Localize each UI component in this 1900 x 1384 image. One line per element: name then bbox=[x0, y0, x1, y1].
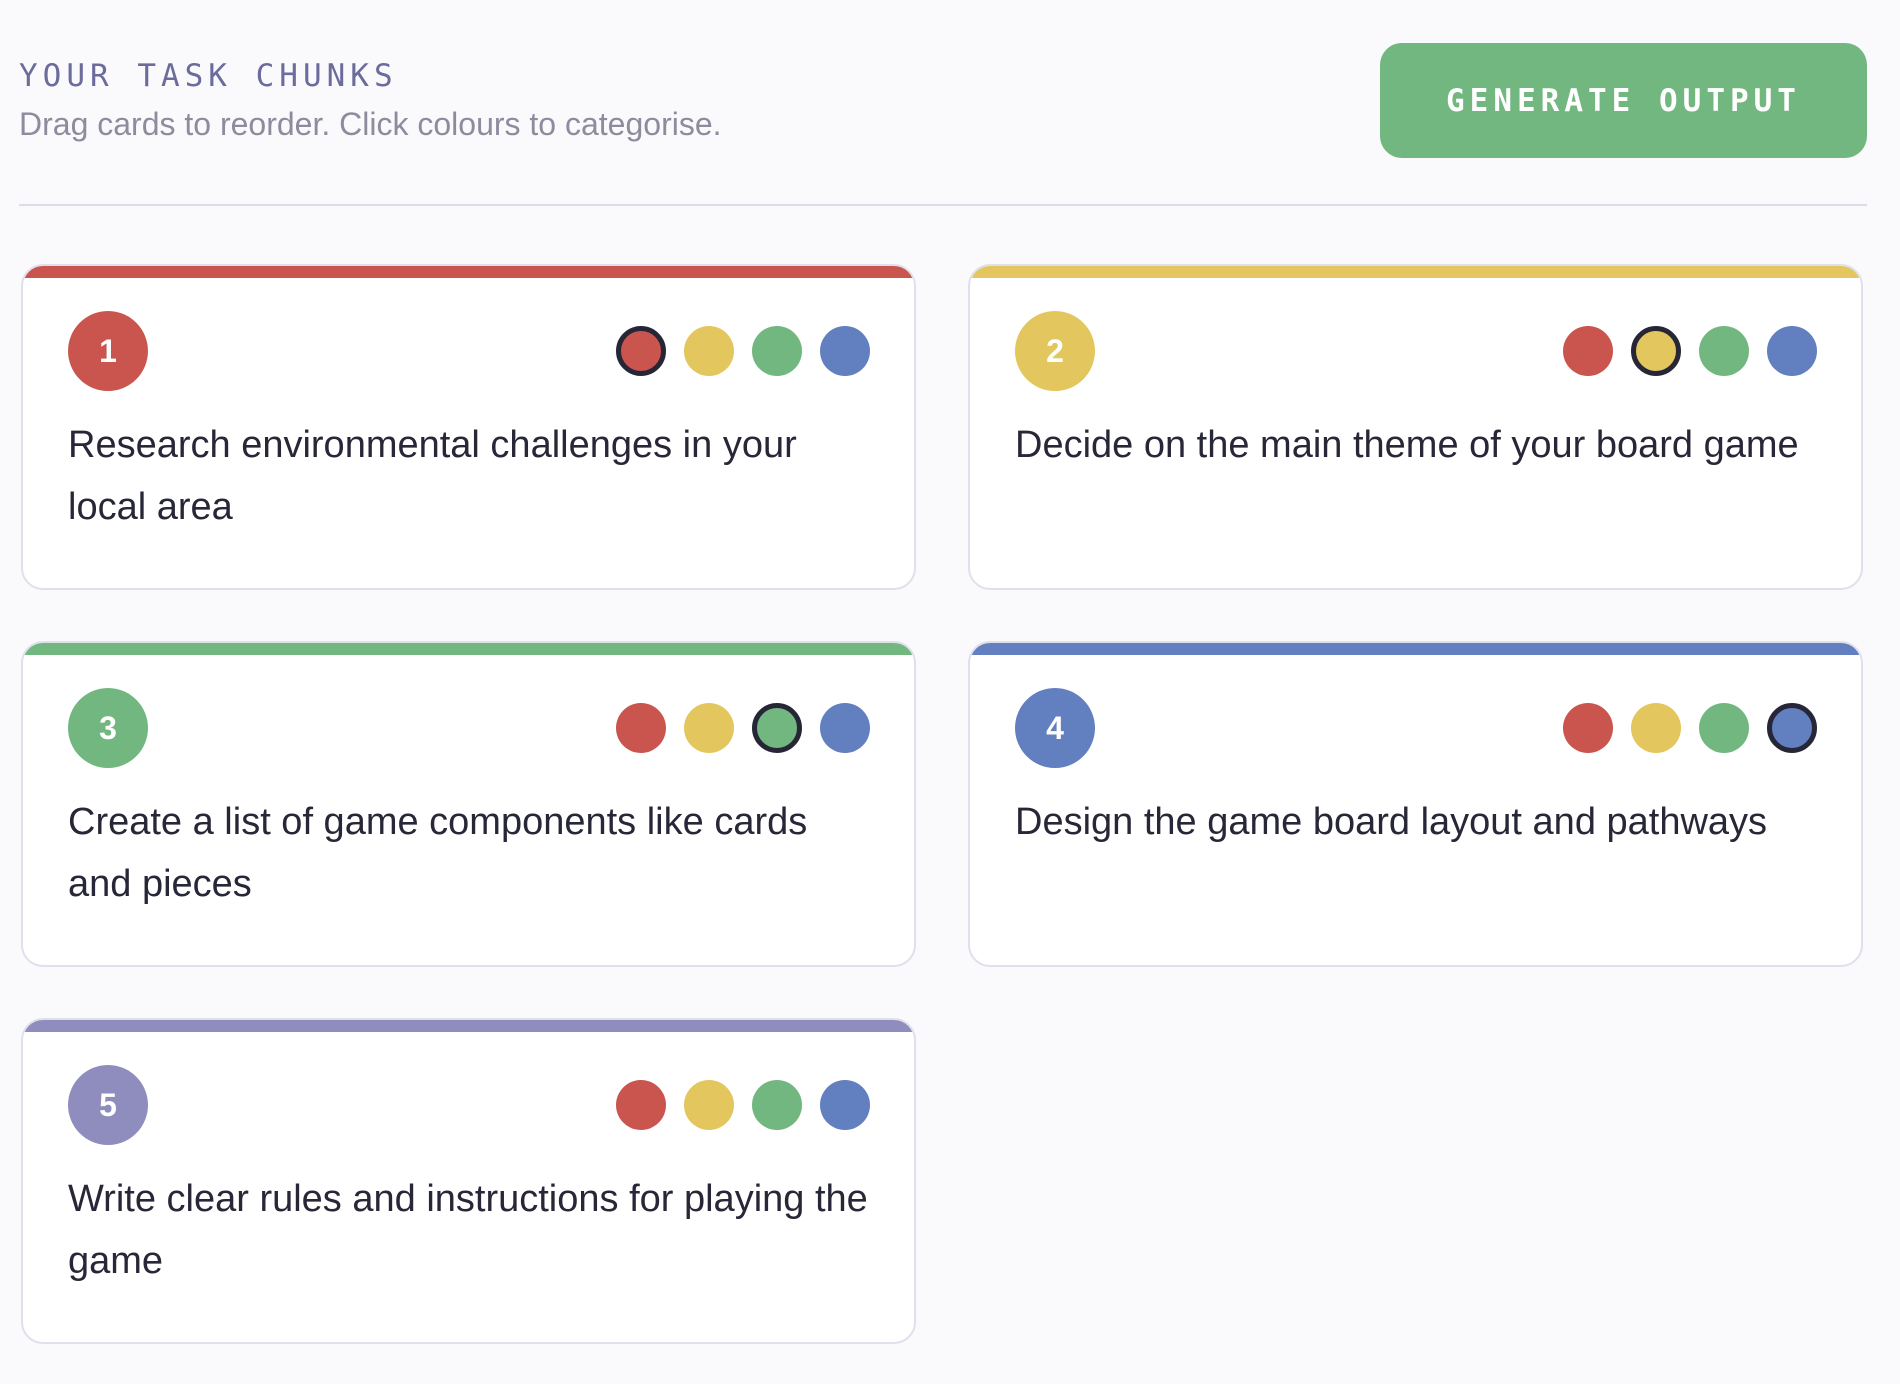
card-number-badge: 1 bbox=[68, 311, 148, 391]
colour-option-blue[interactable] bbox=[820, 1080, 870, 1130]
task-card[interactable]: 1 Research environmental challenges in y… bbox=[21, 264, 916, 590]
card-number-badge: 5 bbox=[68, 1065, 148, 1145]
category-bar bbox=[970, 266, 1861, 278]
colour-picker bbox=[616, 703, 870, 753]
page-subtitle: Drag cards to reorder. Click colours to … bbox=[19, 106, 722, 142]
category-bar bbox=[23, 1020, 914, 1032]
colour-option-blue[interactable] bbox=[820, 703, 870, 753]
category-bar bbox=[23, 643, 914, 655]
colour-option-red[interactable] bbox=[1563, 326, 1613, 376]
colour-option-blue[interactable] bbox=[820, 326, 870, 376]
colour-option-red[interactable] bbox=[616, 1080, 666, 1130]
colour-picker bbox=[1563, 703, 1817, 753]
category-bar bbox=[970, 643, 1861, 655]
divider bbox=[19, 204, 1867, 206]
category-bar bbox=[23, 266, 914, 278]
task-card[interactable]: 2 Decide on the main theme of your board… bbox=[968, 264, 1863, 590]
colour-option-red[interactable] bbox=[1563, 703, 1613, 753]
colour-option-green[interactable] bbox=[752, 326, 802, 376]
colour-option-red[interactable] bbox=[616, 703, 666, 753]
task-card[interactable]: 3 Create a list of game components like … bbox=[21, 641, 916, 967]
card-text: Design the game board layout and pathway… bbox=[1015, 801, 1768, 843]
colour-option-green[interactable] bbox=[752, 703, 802, 753]
colour-picker bbox=[1563, 326, 1817, 376]
colour-option-green[interactable] bbox=[752, 1080, 802, 1130]
card-number-badge: 2 bbox=[1015, 311, 1095, 391]
card-number-badge: 4 bbox=[1015, 688, 1095, 768]
generate-output-button[interactable]: GENERATE OUTPUT bbox=[1380, 43, 1867, 158]
page-title: YOUR TASK CHUNKS bbox=[19, 58, 398, 94]
card-number-badge: 3 bbox=[68, 688, 148, 768]
colour-option-yellow[interactable] bbox=[684, 1080, 734, 1130]
colour-option-yellow[interactable] bbox=[1631, 326, 1681, 376]
colour-option-yellow[interactable] bbox=[1631, 703, 1681, 753]
colour-option-green[interactable] bbox=[1699, 703, 1749, 753]
card-text: Research environmental challenges in you… bbox=[68, 424, 797, 528]
colour-option-blue[interactable] bbox=[1767, 326, 1817, 376]
colour-picker bbox=[616, 326, 870, 376]
card-text: Decide on the main theme of your board g… bbox=[1015, 424, 1799, 466]
card-text: Create a list of game components like ca… bbox=[68, 801, 808, 905]
colour-option-green[interactable] bbox=[1699, 326, 1749, 376]
colour-option-blue[interactable] bbox=[1767, 703, 1817, 753]
colour-option-red[interactable] bbox=[616, 326, 666, 376]
colour-picker bbox=[616, 1080, 870, 1130]
task-card[interactable]: 5 Write clear rules and instructions for… bbox=[21, 1018, 916, 1344]
card-text: Write clear rules and instructions for p… bbox=[68, 1178, 868, 1282]
colour-option-yellow[interactable] bbox=[684, 703, 734, 753]
task-card[interactable]: 4 Design the game board layout and pathw… bbox=[968, 641, 1863, 967]
colour-option-yellow[interactable] bbox=[684, 326, 734, 376]
